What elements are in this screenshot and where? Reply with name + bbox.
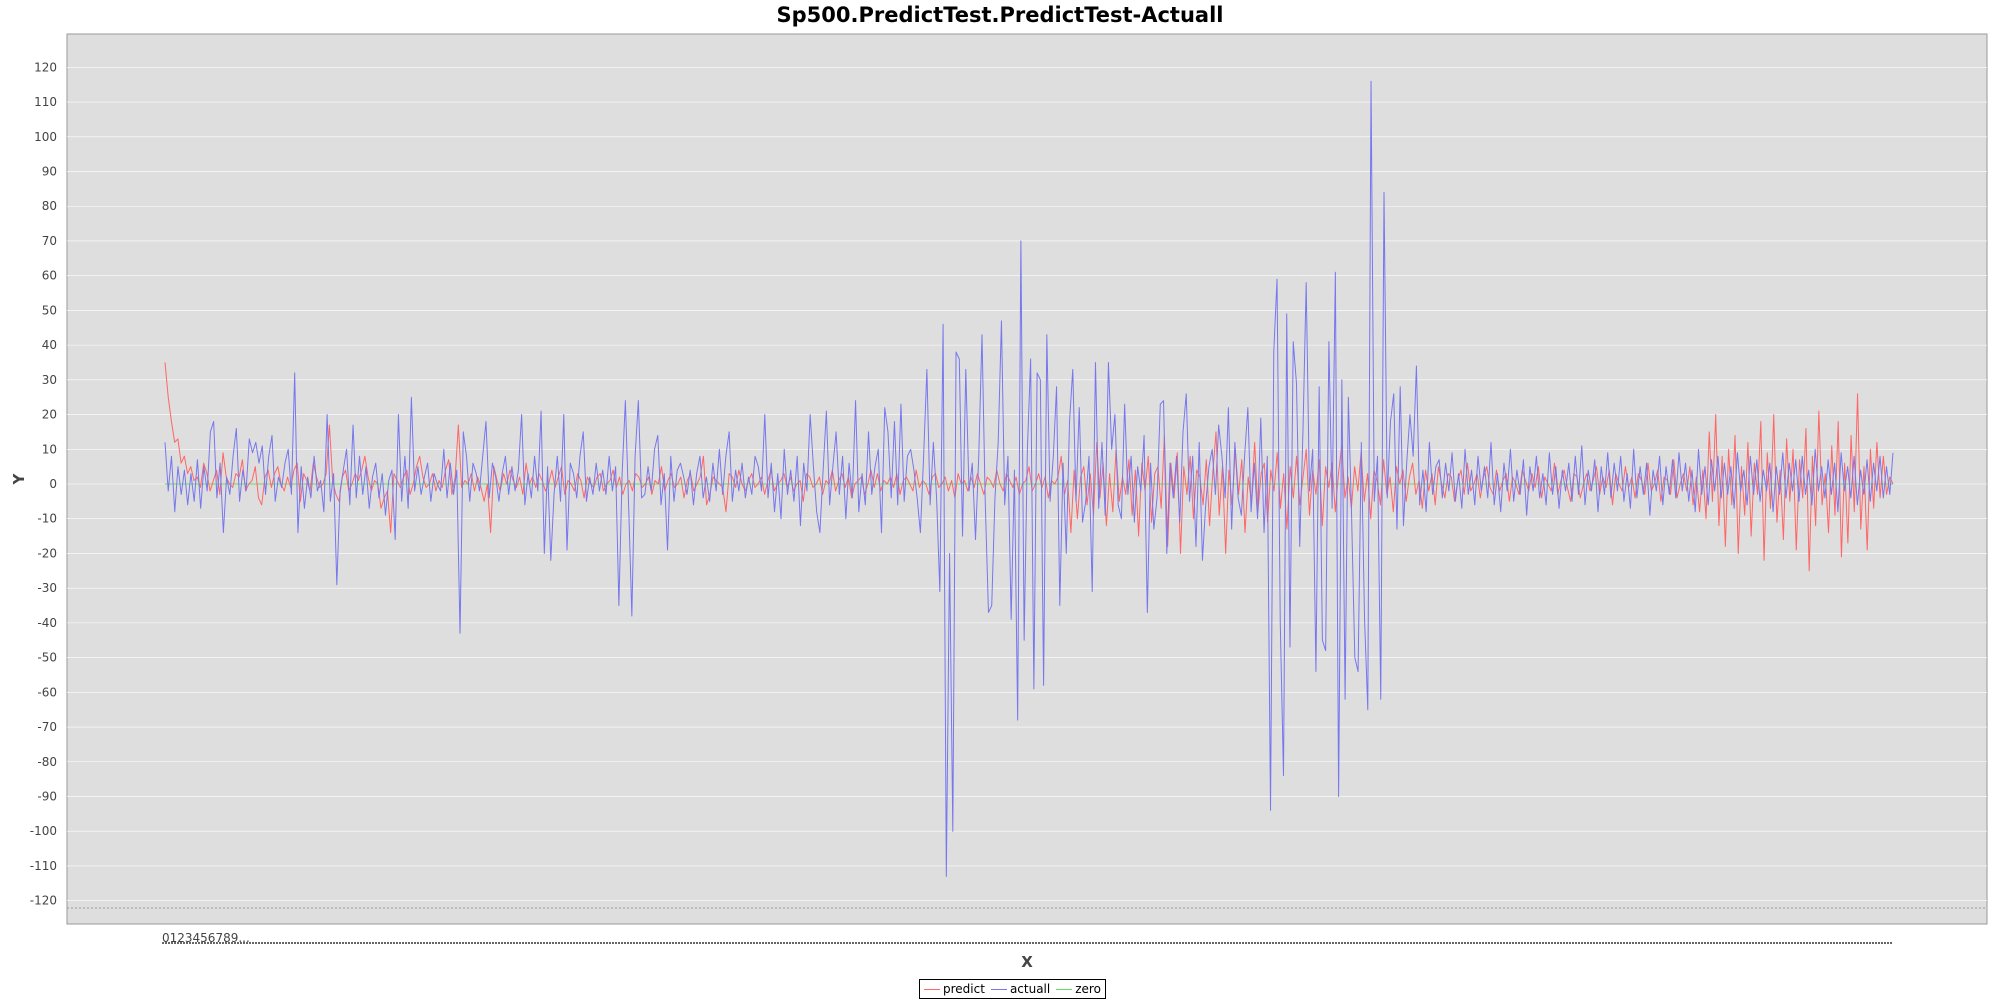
y-tick-label: 80: [42, 199, 57, 213]
y-tick-label: -20: [37, 546, 57, 560]
y-tick-label: 20: [42, 408, 57, 422]
chart-title: Sp500.PredictTest.PredictTest-Actuall: [777, 3, 1224, 27]
legend-swatch-predict: [924, 988, 940, 990]
y-tick-label: -120: [30, 894, 57, 908]
y-tick-label: -70: [37, 720, 57, 734]
legend: predict actuall zero: [919, 979, 1106, 999]
y-tick-label: 70: [42, 234, 57, 248]
series-lines: [164, 80, 1894, 877]
legend-swatch-actuall: [990, 988, 1007, 990]
x-axis-label: X: [1021, 953, 1033, 971]
y-tick-label: 30: [42, 373, 57, 387]
y-tick-label: -90: [37, 789, 57, 803]
y-tick-label: 10: [42, 442, 57, 456]
y-tick-label: 40: [42, 338, 57, 352]
legend-label-actuall: actuall: [1009, 982, 1051, 996]
legend-item-zero: zero: [1056, 982, 1101, 996]
y-tick-label: 100: [34, 130, 57, 144]
y-tick-label: 50: [42, 303, 57, 317]
legend-item-predict: predict: [924, 982, 985, 996]
y-tick-label: 120: [34, 60, 57, 74]
x-tick-labels: 0123456789...: [162, 931, 250, 945]
series-line-actuall: [164, 80, 1894, 877]
y-tick-label: -110: [30, 859, 57, 873]
y-tick-label: -30: [37, 581, 57, 595]
y-tick-label: 110: [34, 95, 57, 109]
y-tick-label: 90: [42, 165, 57, 179]
y-tick-label: -10: [37, 512, 57, 526]
legend-label-zero: zero: [1075, 982, 1101, 996]
y-tick-label: -60: [37, 685, 57, 699]
y-tick-label: -80: [37, 755, 57, 769]
grid-lines: [67, 67, 1987, 901]
y-axis-label: Y: [10, 472, 28, 485]
y-axis-ticks: -120-110-100-90-80-70-60-50-40-30-20-100…: [30, 60, 57, 907]
y-tick-label: 60: [42, 269, 57, 283]
legend-item-actuall: actuall: [990, 982, 1051, 996]
y-tick-label: -40: [37, 616, 57, 630]
y-tick-label: -50: [37, 651, 57, 665]
y-tick-label: -100: [30, 824, 57, 838]
y-tick-label: 0: [49, 477, 57, 491]
legend-label-predict: predict: [943, 982, 985, 996]
legend-swatch-zero: [1056, 988, 1073, 990]
